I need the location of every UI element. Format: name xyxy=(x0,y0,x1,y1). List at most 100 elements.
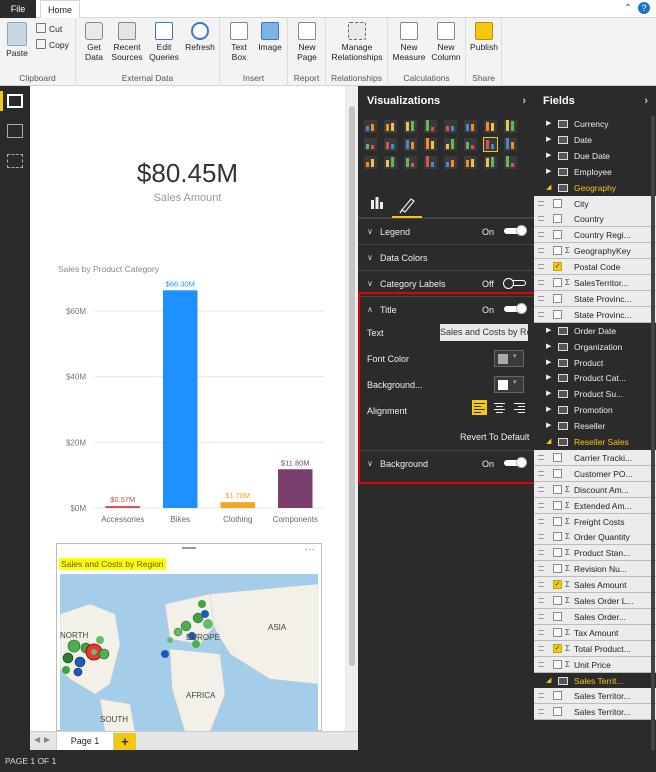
align-center-icon[interactable] xyxy=(492,400,507,415)
field-checkbox[interactable] xyxy=(553,627,562,637)
next-page-icon[interactable]: ▶ xyxy=(44,735,51,744)
visual-type-icon[interactable] xyxy=(464,138,477,151)
visual-type-icon[interactable] xyxy=(404,156,417,169)
visual-type-icon[interactable] xyxy=(444,120,457,133)
font-color-picker[interactable]: ▾ xyxy=(494,350,524,367)
field-item[interactable]: Σ SalesTerritor... xyxy=(534,275,656,291)
field-item[interactable]: ✓ Σ Sales Amount xyxy=(534,577,656,594)
new-column-button[interactable]: New Column xyxy=(428,22,464,62)
visual-type-icon[interactable] xyxy=(364,156,377,169)
field-checkbox[interactable] xyxy=(553,691,562,701)
field-checkbox[interactable] xyxy=(553,707,562,717)
field-item[interactable]: Σ Tax Amount xyxy=(534,624,656,641)
field-item[interactable]: Country Regi... xyxy=(534,227,656,244)
field-checkbox[interactable] xyxy=(553,596,562,605)
visual-type-icon[interactable] xyxy=(384,120,397,133)
format-tab[interactable] xyxy=(392,190,422,218)
field-item[interactable]: Σ Discount Am... xyxy=(534,481,656,498)
refresh-button[interactable]: Refresh xyxy=(184,22,216,52)
help-icon[interactable]: ? xyxy=(638,2,650,14)
publish-button[interactable]: Publish xyxy=(468,22,500,52)
field-checkbox[interactable]: ✓ xyxy=(553,643,562,653)
field-checkbox[interactable] xyxy=(553,516,562,526)
visual-type-icon[interactable] xyxy=(364,138,377,151)
data-view-icon[interactable] xyxy=(7,124,23,138)
field-item[interactable]: Sales Order... xyxy=(534,608,656,625)
table-item[interactable]: ▶ Product Cat... xyxy=(534,370,656,386)
get-data-button[interactable]: Get Data xyxy=(80,22,108,62)
visual-type-icon[interactable] xyxy=(464,156,477,169)
visual-type-icon[interactable] xyxy=(404,138,417,151)
fields-scrollbar[interactable] xyxy=(651,116,655,750)
field-checkbox[interactable] xyxy=(553,278,562,287)
field-checkbox[interactable] xyxy=(553,548,562,558)
prev-page-icon[interactable]: ◀ xyxy=(34,735,41,744)
field-checkbox[interactable] xyxy=(553,309,562,319)
chevron-up-icon[interactable]: ⌃ xyxy=(623,3,632,14)
fields-well-icon[interactable] xyxy=(370,196,384,210)
field-item[interactable]: ✓ Postal Code xyxy=(534,259,656,276)
title-card[interactable]: ∧ Title On xyxy=(358,296,534,322)
field-item[interactable]: Sales Territor... xyxy=(534,688,656,705)
visual-type-icon[interactable] xyxy=(364,120,377,133)
new-page-button[interactable]: New Page xyxy=(292,22,322,62)
report-canvas[interactable]: $80.45M Sales Amount Sales by Product Ca… xyxy=(30,86,345,732)
table-item[interactable]: ▶ Due Date xyxy=(534,148,656,164)
relationships-view-icon[interactable] xyxy=(7,154,23,168)
title-text-input[interactable]: Sales and Costs by Region xyxy=(440,324,528,341)
chevron-right-icon[interactable]: › xyxy=(522,95,526,107)
visual-type-icon[interactable] xyxy=(444,138,457,151)
field-checkbox[interactable] xyxy=(553,611,562,621)
field-checkbox[interactable] xyxy=(553,468,562,478)
add-page-button[interactable]: + xyxy=(114,733,136,750)
tab-home[interactable]: Home xyxy=(40,0,80,18)
category-labels-toggle[interactable] xyxy=(503,278,526,289)
field-checkbox[interactable] xyxy=(553,452,562,462)
tab-file[interactable]: File xyxy=(0,0,36,18)
title-toggle[interactable] xyxy=(504,303,527,314)
field-item[interactable]: Σ Revision Nu... xyxy=(534,561,656,578)
bar[interactable] xyxy=(163,290,198,508)
drag-handle-icon[interactable] xyxy=(182,547,196,549)
field-checkbox[interactable] xyxy=(553,246,562,256)
scrollbar-thumb[interactable] xyxy=(349,106,355,666)
table-item[interactable]: ▶ Employee xyxy=(534,164,656,180)
field-checkbox[interactable] xyxy=(553,500,562,510)
bar-chart[interactable]: $0M $20M $40M $60M $0.57M Accessories $66.30M… xyxy=(30,276,345,531)
table-item[interactable]: ▶ Date xyxy=(534,132,656,148)
field-checkbox[interactable] xyxy=(553,532,562,542)
field-item[interactable]: State Provinc... xyxy=(534,306,656,323)
manage-relationships-button[interactable]: Manage Relationships xyxy=(328,22,386,62)
field-item[interactable]: Σ Order Quantity xyxy=(534,529,656,546)
bar[interactable] xyxy=(278,469,313,508)
field-checkbox[interactable] xyxy=(553,659,562,669)
field-item[interactable]: Carrier Tracki... xyxy=(534,449,656,466)
align-right-icon[interactable] xyxy=(512,400,527,415)
visual-type-icon[interactable] xyxy=(444,156,457,169)
field-checkbox[interactable] xyxy=(553,564,562,574)
category-labels-card[interactable]: ∨ Category Labels Off xyxy=(358,270,534,296)
legend-toggle[interactable] xyxy=(504,225,527,236)
visual-type-icon[interactable] xyxy=(484,120,497,133)
visual-type-icon[interactable] xyxy=(464,120,477,133)
data-colors-card[interactable]: ∨ Data Colors xyxy=(358,244,534,270)
visual-type-icon[interactable] xyxy=(424,156,437,169)
table-item[interactable]: ▶ Product xyxy=(534,355,656,371)
bar[interactable] xyxy=(220,502,256,508)
background-color-picker[interactable]: ▾ xyxy=(494,376,524,393)
chevron-right-icon[interactable]: › xyxy=(644,95,648,107)
visual-type-icon[interactable] xyxy=(384,138,397,151)
field-item[interactable]: ✓ Σ Total Product... xyxy=(534,640,656,657)
field-item[interactable]: Customer PO... xyxy=(534,465,656,482)
visual-type-icon[interactable] xyxy=(504,156,517,169)
visual-type-icon[interactable] xyxy=(424,138,437,151)
visual-type-icon[interactable] xyxy=(404,120,417,133)
field-checkbox[interactable] xyxy=(553,198,562,208)
visual-type-icon[interactable] xyxy=(504,138,517,151)
new-measure-button[interactable]: New Measure xyxy=(390,22,428,62)
visual-type-icon[interactable] xyxy=(424,120,437,133)
field-item[interactable]: Country xyxy=(534,211,656,228)
field-checkbox[interactable] xyxy=(553,293,562,303)
background-card[interactable]: ∨ Background On xyxy=(358,450,534,476)
field-item[interactable]: Sales Territor... xyxy=(534,704,656,721)
